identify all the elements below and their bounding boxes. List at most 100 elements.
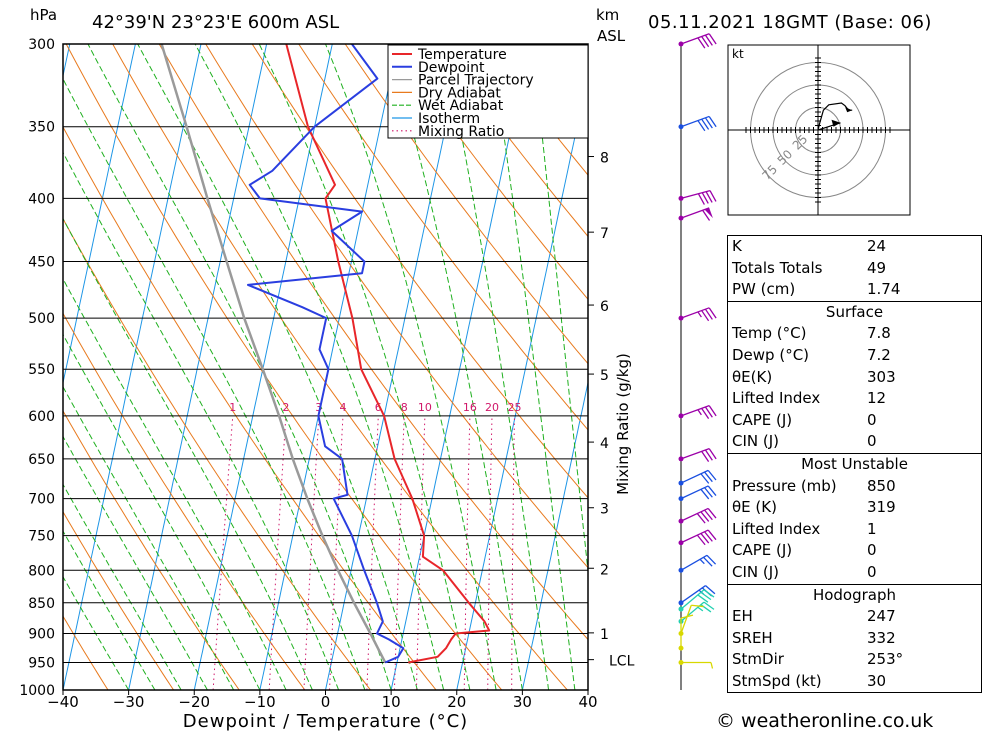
pressure-tick-label: 900 [28,626,55,642]
wet-adiabat-line [63,217,313,690]
x-axis-title: Dewpoint / Temperature (°C) [183,711,468,732]
index-value: 0 [861,561,982,585]
index-section-title: Hodograph [727,583,982,607]
x-tick-label: 0 [321,693,331,711]
location-title: 42°39'N 23°23'E 600m ASL [92,12,340,33]
index-row: θE (K) 319 [727,497,982,519]
index-section-header: Hodograph [727,583,982,607]
pressure-tick-label: 1000 [19,683,55,699]
wind-barb [678,485,717,502]
index-label: Totals Totals [727,257,861,280]
index-section-title: Surface [727,300,982,324]
mixing-ratio-label: 3 [315,401,322,414]
km-tick-label: 3 [600,502,609,518]
index-value: 24 [861,234,982,258]
pressure-tick-label: 650 [28,452,55,468]
x-tick-label: −40 [47,693,79,711]
index-label: EH [727,606,861,628]
isotherm-line [63,44,136,386]
asl-label: ASL [597,27,626,45]
index-section-header: Surface [727,300,982,324]
index-label: θE(K) [727,366,861,389]
index-row: K 24 [727,234,982,258]
hodograph-arrowhead [845,107,853,113]
x-tick-label: −10 [244,693,276,711]
index-value: 850 [861,475,982,498]
pressure-tick-label: 350 [28,120,55,136]
index-value: 332 [861,627,982,650]
hpa-label: hPa [30,6,58,24]
wet-adiabat-line [63,483,182,690]
wet-adiabat-line [63,77,366,690]
mixing-ratio-label: 25 [508,401,522,414]
index-value: 7.2 [861,344,982,367]
wet-adiabat-line [490,44,576,690]
isotherm-line [587,687,588,690]
hodograph-unit-label: kt [732,47,744,61]
index-row: StmSpd (kt) 30 [727,670,982,694]
wind-barb [678,189,717,205]
index-row: Temp (°C) 7.8 [727,323,982,345]
km-tick-label: 4 [600,436,609,452]
index-value: 12 [861,388,982,410]
mixing-ratio-label: 10 [418,401,432,414]
mixing-ratio-label: 4 [340,401,347,414]
index-row: EH 247 [727,606,982,628]
index-value: 30 [861,670,982,694]
km-tick-label: 1 [600,627,609,643]
index-value: 253° [861,649,982,671]
legend-label: Dewpoint [418,60,485,76]
km-label: km [596,6,620,24]
x-tick-label: −20 [178,693,210,711]
index-value: 247 [861,606,982,628]
index-row: CAPE (J) 0 [727,409,982,432]
wind-barb [678,469,717,486]
wet-adiabat-line [531,44,588,576]
index-row: CIN (J) 0 [727,431,982,454]
index-row: Lifted Index 12 [727,388,982,410]
dry-adiabat-line [437,44,588,238]
pressure-tick-label: 700 [28,492,55,508]
x-tick-label: 30 [513,693,532,711]
index-section-title: Most Unstable [727,452,982,476]
mixing-ratio-label: 8 [401,401,408,414]
index-label: θE (K) [727,497,861,519]
index-row: Dewp (°C) 7.2 [727,344,982,367]
wind-barb [678,659,714,669]
index-label: CIN (J) [727,561,861,585]
index-value: 0 [861,431,982,454]
index-label: SREH [727,627,861,650]
x-tick-label: 20 [447,693,466,711]
index-section-header: Most Unstable [727,452,982,476]
index-value: 1 [861,518,982,541]
index-label: Lifted Index [727,518,861,541]
isotherm-line [456,73,588,690]
wind-barb [678,33,717,49]
index-value: 303 [861,366,982,389]
wind-barb [678,554,717,573]
pressure-tick-label: 800 [28,563,55,579]
mixing-ratio-line [268,415,287,690]
wind-barb [678,529,717,546]
index-label: CAPE (J) [727,409,861,432]
km-tick-label: 2 [600,562,609,578]
pressure-tick-label: 400 [28,191,55,207]
dry-adiabat-line [63,510,175,690]
wet-adiabat-line [63,530,156,690]
pressure-tick-label: 600 [28,409,55,425]
index-value: 7.8 [861,323,982,345]
index-value: 319 [861,497,982,519]
wind-barb [678,604,704,636]
index-label: Lifted Index [727,388,861,410]
pressure-tick-label: 300 [28,37,55,53]
index-label: StmDir [727,649,861,671]
index-value: 49 [861,257,982,280]
mixing-ratio-label: 16 [463,401,477,414]
dry-adiabat-line [158,44,588,641]
mixing-ratio-axis-title: Mixing Ratio (g/kg) [614,353,632,495]
pressure-tick-label: 450 [28,255,55,271]
index-row: θE(K) 303 [727,366,982,389]
isotherm-line [325,44,464,690]
pressure-tick-label: 950 [28,655,55,671]
parcel-trajectory-line [160,44,387,664]
